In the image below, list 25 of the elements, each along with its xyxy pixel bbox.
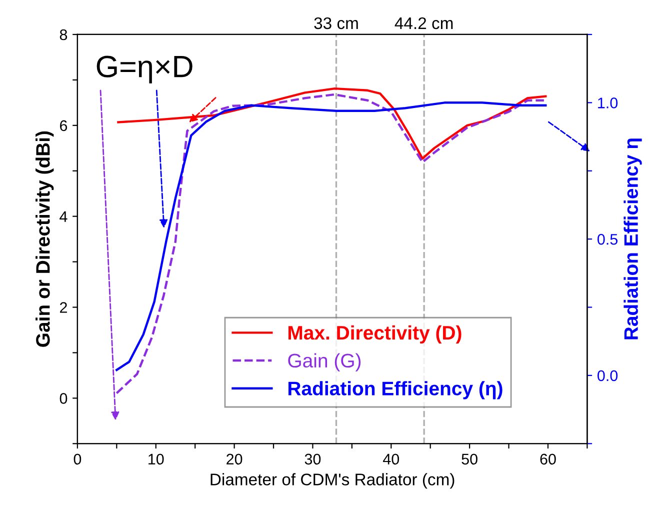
x-tick-label: 50	[462, 454, 478, 465]
y-tick-label: 8	[60, 29, 68, 40]
x-axis-title: Diameter of CDM's Radiator (cm)	[210, 473, 454, 489]
y2-tick-label: 1.0	[598, 98, 618, 108]
y-tick-label: 0	[60, 393, 68, 404]
y-tick-label: 2	[60, 302, 67, 313]
line-series	[117, 87, 547, 160]
x-tick-label: 30	[304, 454, 321, 465]
y2-axis-title: Radiation Efficiency η	[624, 138, 642, 340]
y2-tick-label: 0.5	[598, 234, 618, 245]
y-axis-title: Gain or Directivity (dBi)	[36, 131, 54, 347]
legend-label: Max. Directivity (D)	[288, 325, 462, 344]
x-tick-label: 0	[74, 454, 82, 465]
y2-tick-label: 0.0	[598, 370, 618, 382]
ref-line-label: 33 cm	[314, 17, 358, 30]
y-tick-label: 6	[60, 120, 68, 132]
ref-line-label: 44.2 cm	[394, 17, 453, 30]
legend-label: Gain (G)	[288, 353, 361, 372]
x-tick-label: 10	[148, 454, 164, 465]
x-tick-label: 60	[540, 454, 556, 465]
x-tick-label: 20	[226, 454, 242, 465]
y-tick-label: 4	[60, 211, 68, 222]
x-tick-label: 40	[382, 454, 400, 465]
legend-label: Radiation Efficiency (η)	[288, 381, 502, 400]
annotation: G=η×D	[96, 56, 192, 84]
